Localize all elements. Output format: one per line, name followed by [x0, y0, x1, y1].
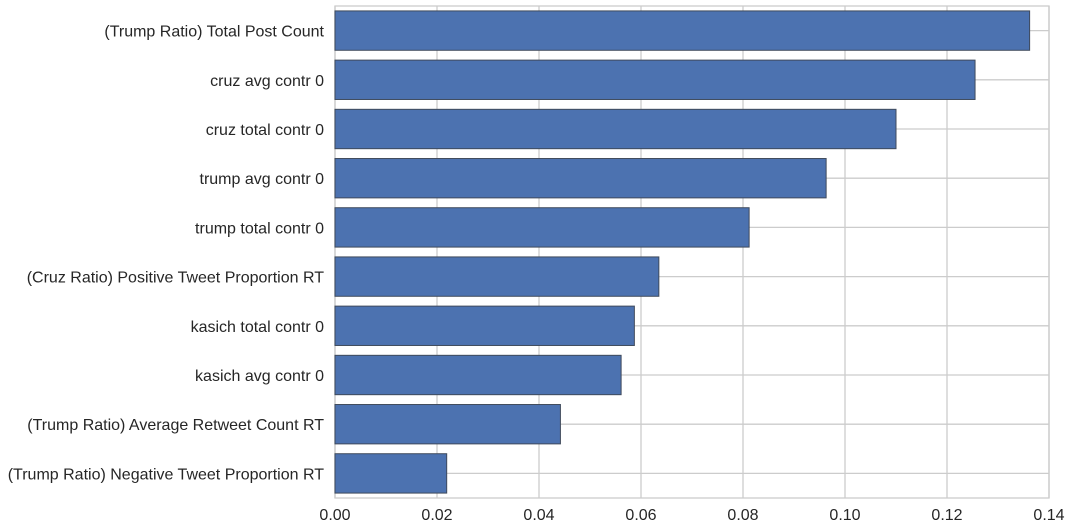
bar	[334, 10, 1031, 51]
plot-frame	[334, 5, 1050, 499]
y-category-label: (Trump Ratio) Total Post Count	[104, 24, 324, 41]
y-category-label: kasich total contr 0	[191, 319, 325, 336]
x-tick-label: 0.12	[931, 507, 962, 524]
y-category-label: cruz total contr 0	[206, 122, 324, 139]
x-tick-label: 0.04	[523, 507, 554, 524]
bar	[334, 453, 448, 494]
y-category-label: (Cruz Ratio) Positive Tweet Proportion R…	[27, 270, 325, 287]
y-category-label: trump avg contr 0	[200, 171, 325, 188]
bar	[334, 256, 660, 297]
x-tick-label: 0.06	[625, 507, 656, 524]
y-category-label: trump total contr 0	[195, 220, 324, 237]
bars	[334, 10, 1031, 494]
y-category-label: (Trump Ratio) Average Retweet Count RT	[27, 417, 324, 434]
x-tick-label: 0.10	[829, 507, 860, 524]
bar	[334, 354, 622, 396]
x-tick-label: 0.14	[1033, 507, 1064, 524]
bar	[334, 108, 897, 150]
bar	[334, 158, 827, 199]
x-tick-label: 0.00	[319, 507, 350, 524]
bar	[334, 207, 750, 248]
x-tick-label: 0.02	[421, 507, 452, 524]
bar	[334, 404, 561, 445]
bar	[334, 59, 976, 100]
x-tick-label: 0.08	[727, 507, 758, 524]
x-axis-ticks: 0.00 0.02 0.04 0.06 0.08 0.10 0.12 0.14	[319, 507, 1064, 524]
y-category-label: kasich avg contr 0	[195, 368, 324, 385]
bar	[334, 305, 635, 346]
y-axis-labels: (Trump Ratio) Total Post Count cruz avg c…	[8, 24, 325, 484]
y-category-label: cruz avg contr 0	[210, 73, 324, 90]
y-category-label: (Trump Ratio) Negative Tweet Proportion …	[8, 466, 325, 483]
